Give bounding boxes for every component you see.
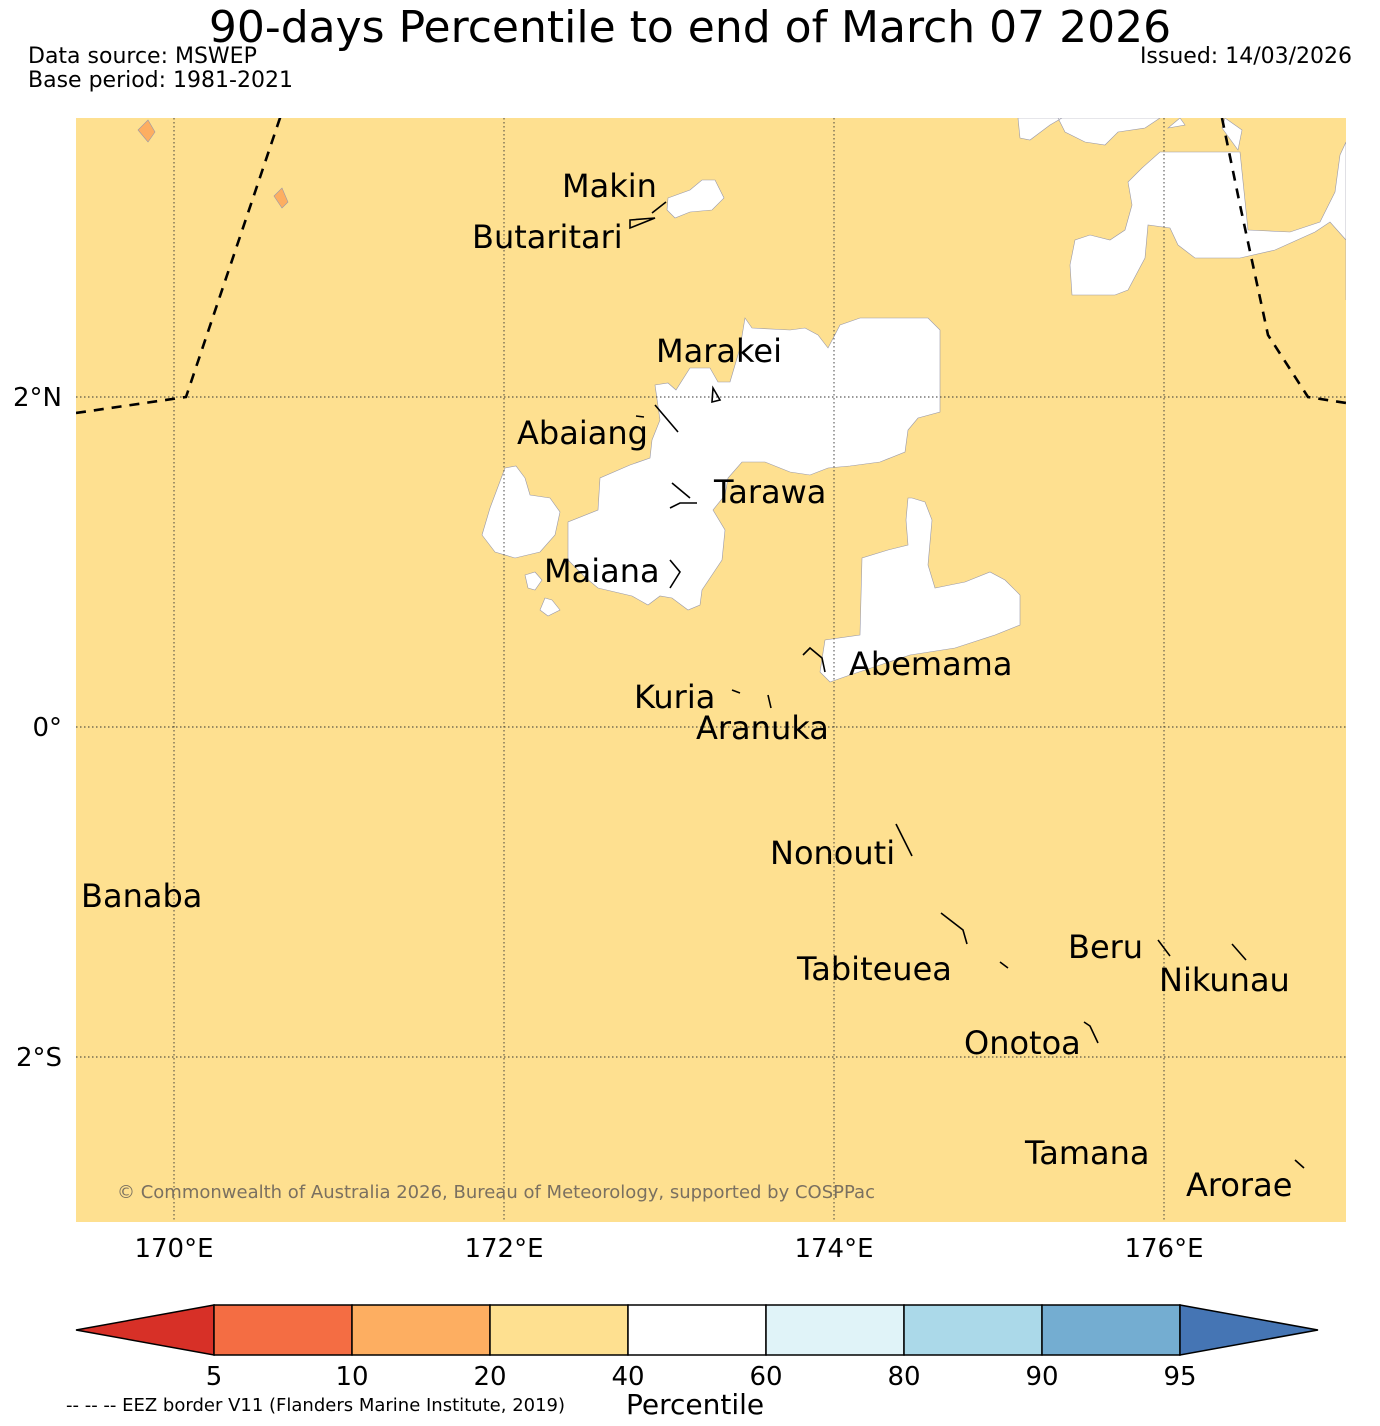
colorbar-bin-60-80 <box>765 1304 905 1356</box>
label-butaritari: Butaritari <box>472 218 623 256</box>
island-arorae-outline <box>1294 1159 1305 1169</box>
label-tarawa: Tarawa <box>713 473 826 511</box>
colorbar-bin-40-60 <box>627 1304 767 1356</box>
colorbar-extend-high <box>1179 1304 1319 1356</box>
label-arorae: Arorae <box>1186 1166 1292 1204</box>
label-onotoa: Onotoa <box>964 1024 1081 1062</box>
island-maiana-outline <box>669 559 681 589</box>
label-maiana: Maiana <box>544 552 660 590</box>
colorbar-tick-40: 40 <box>611 1362 644 1392</box>
label-marakei: Marakei <box>656 332 782 370</box>
percentile-10-20-spots <box>137 119 289 209</box>
lat-label-2s: 2°S <box>16 1043 62 1073</box>
label-abemama: Abemama <box>849 645 1012 683</box>
colorbar-label: Percentile <box>626 1388 765 1421</box>
region-abemama <box>819 497 1021 683</box>
data-source-text: Data source: MSWEP <box>28 44 257 69</box>
lat-label-0: 0° <box>32 713 62 743</box>
lon-label-170e: 170°E <box>134 1234 213 1264</box>
island-tarawa-outline <box>669 482 697 509</box>
colorbar-tick-80: 80 <box>887 1362 920 1392</box>
island-butaritari-outline <box>629 201 667 230</box>
label-banaba: Banaba <box>81 877 202 915</box>
lon-label-176e: 176°E <box>1124 1234 1203 1264</box>
island-abaiang-outline <box>635 404 679 433</box>
label-nikunau: Nikunau <box>1159 961 1290 999</box>
colorbar-tick-10: 10 <box>335 1362 368 1392</box>
region-makin <box>666 179 725 219</box>
percentile-40-60-regions <box>481 118 1346 683</box>
colorbar-tick-90: 90 <box>1025 1362 1058 1392</box>
colorbar-extend-low <box>75 1304 215 1356</box>
island-kuria-outline <box>731 689 741 694</box>
island-beru-outline <box>1157 939 1171 957</box>
colorbar-bin-20-40 <box>489 1304 629 1356</box>
island-outlines <box>629 201 1305 1169</box>
colorbar-tick-20: 20 <box>473 1362 506 1392</box>
island-marakei-outline <box>711 385 722 404</box>
label-aranuka: Aranuka <box>696 709 829 747</box>
lon-label-172e: 172°E <box>464 1234 543 1264</box>
spot-1 <box>137 119 156 143</box>
island-nonouti-outline <box>895 823 913 857</box>
island-nikunau-outline <box>1231 943 1247 961</box>
region-small-2 <box>539 597 561 617</box>
colorbar <box>75 1304 1319 1356</box>
label-tamana: Tamana <box>1024 1134 1150 1172</box>
percentile-20-40-area <box>76 118 1346 1222</box>
colorbar-bin-90-95 <box>1041 1304 1181 1356</box>
axis-labels: 170°E 172°E 174°E 176°E 2°N 0° 2°S <box>13 383 1204 1264</box>
island-abemama-outline <box>802 646 826 673</box>
map-title: 90-days Percentile to end of March 07 20… <box>208 2 1172 53</box>
region-northeast-top <box>1017 118 1243 151</box>
label-nonouti: Nonouti <box>770 834 895 872</box>
colorbar-bin-5-10 <box>213 1304 353 1356</box>
copyright-text: © Commonwealth of Australia 2026, Bureau… <box>117 1182 875 1203</box>
colorbar-tick-95: 95 <box>1163 1362 1196 1392</box>
issued-date-text: Issued: 14/03/2026 <box>1139 44 1352 69</box>
region-small-1 <box>524 571 543 591</box>
label-kuria: Kuria <box>634 678 715 716</box>
eez-border <box>76 118 1346 415</box>
lat-label-2n: 2°N <box>13 383 62 413</box>
island-onotoa-outline <box>1083 1021 1099 1044</box>
spot-2 <box>273 187 289 209</box>
region-west-island <box>481 465 561 559</box>
colorbar-tick-5: 5 <box>206 1362 223 1392</box>
label-makin: Makin <box>562 167 657 205</box>
label-tabiteuea: Tabiteuea <box>796 950 952 988</box>
colorbar-tick-60: 60 <box>749 1362 782 1392</box>
map-area: Makin Butaritari Marakei Abaiang Tarawa … <box>76 118 1346 1222</box>
eez-legend-note: -- -- -- EEZ border V11 (Flanders Marine… <box>66 1395 566 1416</box>
graticule <box>76 118 1346 1222</box>
colorbar-ticks: 5 10 20 40 60 80 90 95 <box>206 1362 1197 1392</box>
region-northeast <box>1069 141 1346 300</box>
island-tabiteuea-outline <box>940 912 1009 969</box>
colorbar-bin-10-20 <box>351 1304 491 1356</box>
island-aranuka-outline <box>767 694 772 709</box>
base-period-text: Base period: 1981-2021 <box>28 68 293 93</box>
colorbar-bin-80-90 <box>903 1304 1043 1356</box>
place-labels: Makin Butaritari Marakei Abaiang Tarawa … <box>81 167 1292 1204</box>
label-beru: Beru <box>1068 928 1143 966</box>
label-abaiang: Abaiang <box>517 414 648 452</box>
lon-label-174e: 174°E <box>794 1234 873 1264</box>
